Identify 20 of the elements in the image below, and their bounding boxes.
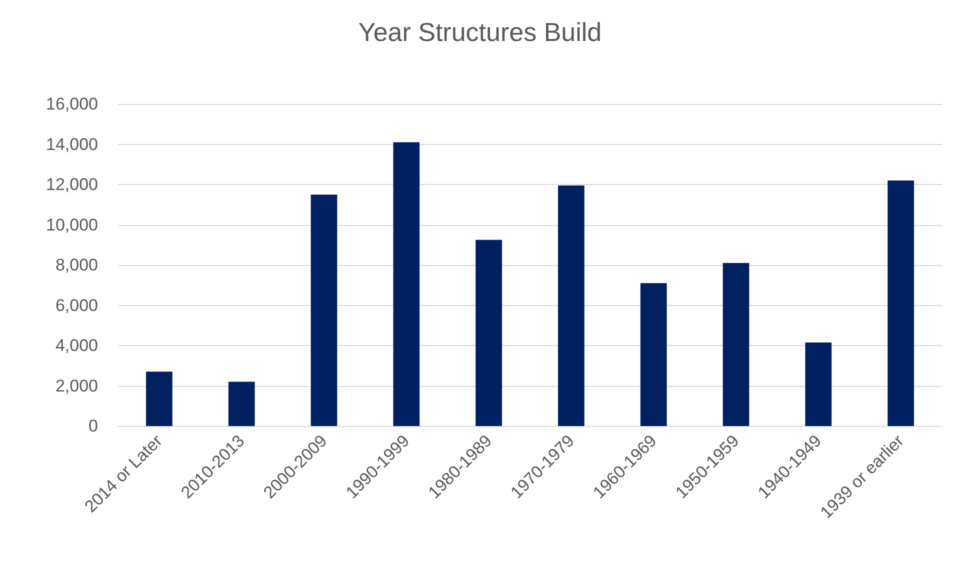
y-tick-label: 14,000 — [46, 134, 98, 154]
bar — [228, 382, 255, 426]
y-tick-label: 8,000 — [55, 256, 98, 274]
bar — [393, 142, 420, 426]
y-tick-label: 6,000 — [55, 296, 98, 315]
bar — [805, 342, 832, 426]
y-tick-label: 2,000 — [55, 376, 98, 396]
bar — [310, 194, 338, 426]
bar — [558, 186, 584, 426]
y-tick-label: 10,000 — [46, 215, 98, 234]
y-tick-label: 4,000 — [55, 336, 98, 355]
bar — [640, 283, 667, 426]
bar — [722, 262, 750, 426]
bar — [476, 240, 502, 426]
y-tick-label: 12,000 — [46, 175, 98, 194]
y-tick-label: 0 — [88, 416, 98, 436]
bar — [146, 372, 172, 426]
chart-title: Year Structures Build — [358, 17, 602, 47]
bar — [888, 180, 914, 426]
y-tick-label: 16,000 — [46, 94, 98, 114]
